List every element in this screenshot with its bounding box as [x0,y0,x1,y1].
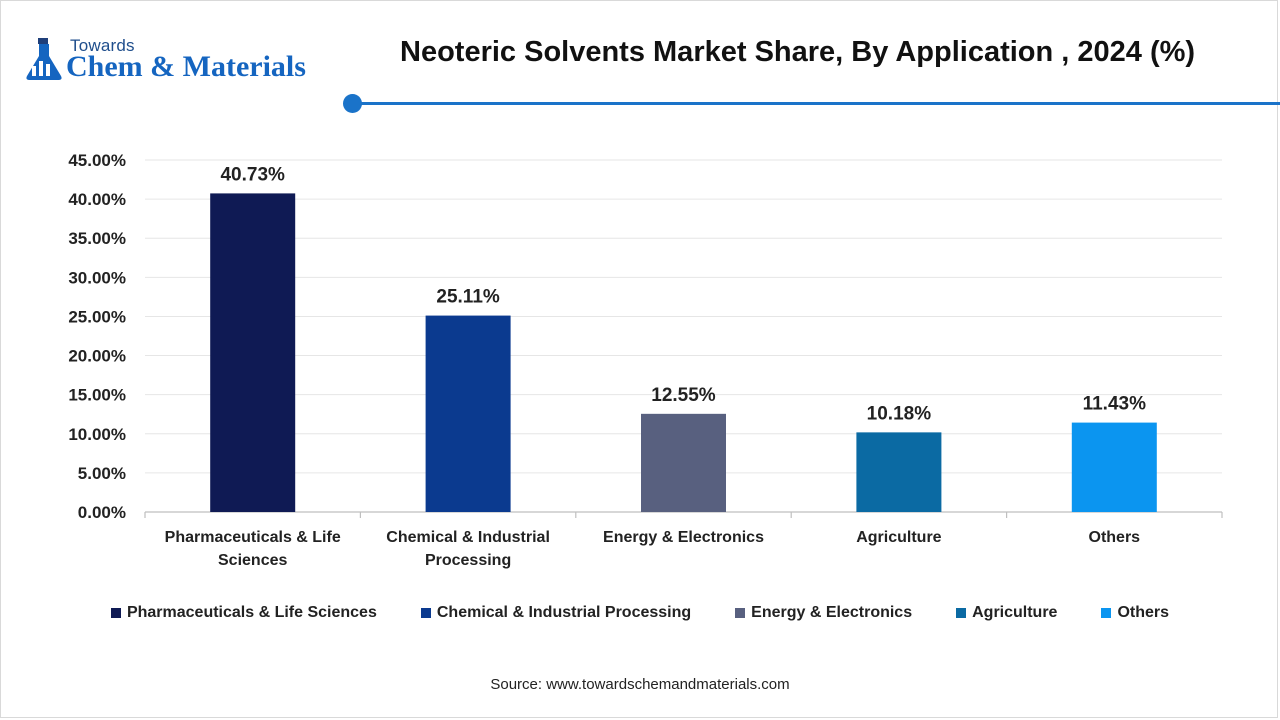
legend-item: Agriculture [956,604,1057,622]
legend-label: Energy & Electronics [751,604,913,621]
legend-item: Pharmaceuticals & Life Sciences [110,604,377,622]
legend-swatch [110,608,121,618]
data-label: 12.55% [651,385,716,406]
legend-item: Energy & Electronics [735,604,912,622]
x-category-label: Pharmaceuticals & Life [165,529,341,546]
bar [1071,422,1157,512]
data-label: 25.11% [436,287,499,308]
legend-label: Pharmaceuticals & Life Sciences [126,604,377,621]
x-category-label: Agriculture [856,529,941,546]
y-tick-label: 30.00% [68,268,126,287]
bar [641,413,726,512]
bar [425,315,511,512]
y-tick-label: 25.00% [68,307,126,326]
data-label: 40.73% [220,164,285,185]
y-tick-label: 10.00% [68,425,126,444]
legend-swatch [1101,608,1112,618]
title-underline-dot [343,94,362,113]
y-tick-label: 45.00% [68,151,126,170]
y-tick-label: 40.00% [68,190,126,209]
y-tick-label: 20.00% [68,347,126,366]
y-tick-label: 35.00% [68,229,126,248]
logo-top-text: Towards [70,36,135,55]
data-label: 11.43% [1083,394,1146,415]
x-category-label: Processing [425,552,511,569]
brand-logo: Towards Chem & Materials [20,36,340,88]
source-note: Source: www.towardschemandmaterials.com [490,676,790,693]
x-category-label: Energy & Electronics [603,529,764,546]
chart-legend: Pharmaceuticals & Life Sciences Chemical … [0,604,1280,622]
bar-chart: 0.00% 5.00% 10.00% 15.00% 20.00% 25.00% 30.00%… [68,151,1223,569]
chart-title: Neoteric Solvents Market Share, By Appli… [400,36,1196,68]
y-tick-label: 0.00% [78,503,126,522]
legend-swatch [420,608,431,618]
legend-swatch [735,608,746,618]
x-category-label: Chemical & Industrial [386,529,550,546]
bar [856,432,942,512]
bar [210,193,296,513]
flask-icon [26,38,62,80]
legend-label: Agriculture [972,604,1058,621]
legend-item: Chemical & Industrial Processing [420,604,692,622]
logo-main-text: Chem & Materials [66,50,306,83]
y-tick-label: 5.00% [78,464,126,483]
legend-label: Others [1117,604,1170,621]
legend-swatch [956,608,967,618]
x-category-label: Sciences [218,552,287,569]
legend-item: Others [1101,604,1169,622]
legend-label: Chemical & Industrial Processing [436,604,692,621]
x-category-label: Others [1089,529,1141,546]
data-label: 10.18% [867,403,932,424]
y-tick-label: 15.00% [68,386,126,405]
title-underline [352,102,1280,105]
